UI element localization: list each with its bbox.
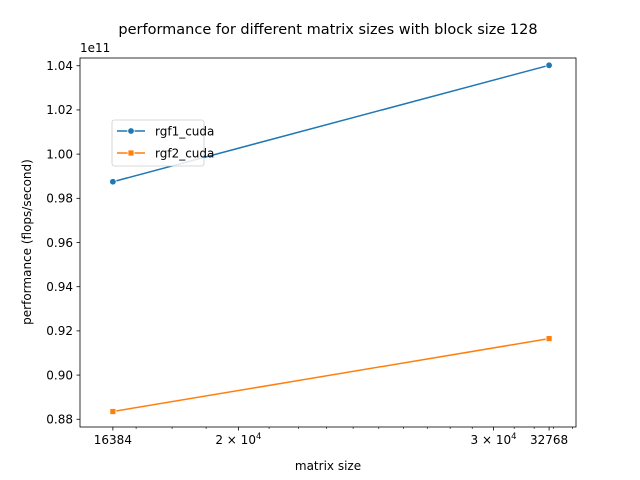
y-tick-label-7: 1.02 — [46, 103, 73, 117]
data-point-rgf2_cuda-1 — [545, 335, 553, 343]
y-axis-label: performance (flops/second) — [20, 159, 34, 325]
y-tick-label-1: 0.90 — [46, 368, 73, 382]
x-axis-label: matrix size — [295, 459, 361, 473]
legend-label-rgf1_cuda: rgf1_cuda — [155, 124, 214, 138]
y-tick-label-0: 0.88 — [46, 413, 73, 427]
x-tick-label-0: 16384 — [94, 433, 132, 447]
y-tick-label-8: 1.04 — [46, 59, 73, 73]
y-tick-label-5: 0.98 — [46, 192, 73, 206]
x-tick-label-1: 2 × 104 — [215, 432, 261, 447]
data-point-rgf2_cuda-0 — [109, 408, 117, 415]
series-line-rgf2_cuda — [112, 337, 550, 413]
legend-marker-rgf2_cuda — [127, 149, 135, 157]
y-tick-label-6: 1.00 — [46, 147, 73, 161]
legend-marker-rgf1_cuda — [127, 127, 135, 135]
plot-area: 16384 2 × 104 3 × 104 32768 0.88 0.90 0.92 0.94… — [46, 57, 577, 447]
y-tick-label-4: 0.96 — [46, 236, 73, 250]
y-tick-label-3: 0.94 — [46, 280, 73, 294]
x-tick-label-3: 32768 — [530, 433, 568, 447]
y-offset-label: 1e11 — [80, 41, 110, 55]
y-tick-label-2: 0.92 — [46, 324, 73, 338]
chart-title: performance for different matrix sizes w… — [118, 22, 537, 38]
x-tick-label-2: 3 × 104 — [471, 432, 517, 447]
data-point-rgf1_cuda-0 — [109, 178, 117, 186]
legend-label-rgf2_cuda: rgf2_cuda — [155, 146, 214, 160]
data-point-rgf1_cuda-1 — [545, 61, 553, 69]
legend: rgf1_cuda rgf2_cuda — [111, 119, 214, 167]
